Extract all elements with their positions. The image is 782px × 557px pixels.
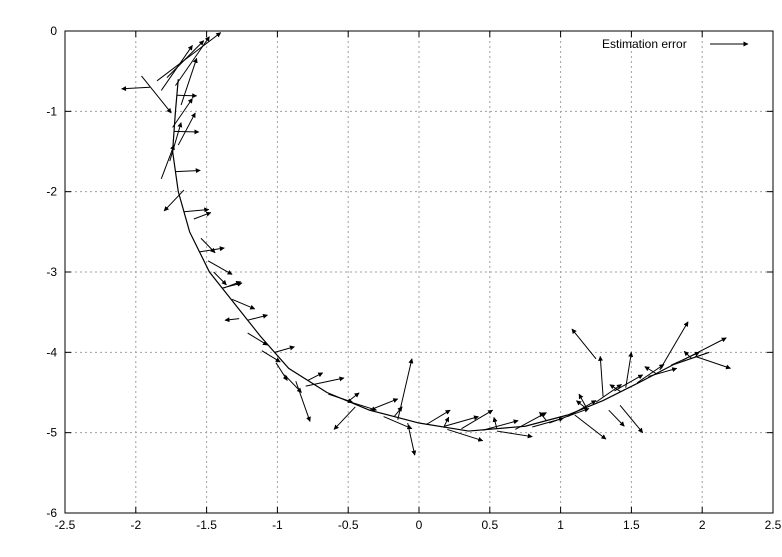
error-arrow (636, 363, 665, 384)
error-arrow (121, 86, 150, 92)
error-arrow (461, 409, 494, 430)
error-arrow (193, 211, 212, 220)
error-arrow (608, 409, 625, 427)
y-tick-label: 0 (50, 24, 57, 38)
error-arrow (619, 405, 644, 434)
error-arrow (659, 321, 689, 371)
error-arrow (175, 168, 201, 174)
error-arrow (160, 144, 175, 179)
y-tick-label: -4 (46, 345, 57, 359)
y-tick-label: -3 (46, 265, 57, 279)
x-tick-label: 1 (557, 518, 564, 532)
error-arrow (425, 409, 451, 426)
error-arrow (644, 366, 657, 375)
error-arrow (595, 384, 622, 403)
error-arrow (694, 355, 731, 370)
error-arrow (447, 428, 484, 442)
x-tick-label: 2 (699, 518, 706, 532)
error-arrow (180, 57, 198, 106)
error-arrow (224, 317, 240, 323)
error-arrow (574, 414, 607, 440)
error-arrow (169, 122, 183, 162)
error-arrow (571, 328, 597, 360)
x-tick-label: 0 (416, 518, 423, 532)
error-arrow (175, 36, 210, 86)
tick-layer: -2.5 -2 -1.5 -1 -0.5 0 0.5 1 1.5 2 2.5 0 -1 -2 -3 -4 -5 -… (46, 24, 781, 532)
error-arrow (213, 271, 227, 286)
error-arrow (614, 374, 644, 392)
error-arrow (222, 281, 243, 289)
error-arrow (648, 367, 678, 377)
error-arrow (444, 415, 479, 427)
legend: Estimation error (602, 37, 749, 51)
error-arrow (578, 393, 587, 408)
x-tick-label: -2.5 (55, 518, 76, 532)
error-arrow (247, 332, 268, 346)
x-tick-label: -1.5 (196, 518, 217, 532)
error-arrow (177, 112, 196, 146)
error-arrow (231, 298, 256, 310)
error-arrow (383, 416, 413, 430)
error-arrow (156, 32, 222, 82)
x-tick-label: -2 (130, 518, 141, 532)
trajectory-line (172, 79, 710, 432)
error-arrow (166, 40, 205, 78)
error-arrow (261, 350, 281, 363)
x-tick-label: 0.5 (481, 518, 498, 532)
error-arrow (393, 406, 403, 417)
y-tick-label: -5 (46, 426, 57, 440)
y-tick-label: -1 (46, 104, 57, 118)
error-arrow (443, 416, 450, 428)
error-arrow (333, 406, 356, 430)
error-arrow (207, 260, 233, 275)
error-arrow (163, 189, 185, 212)
error-arrow (492, 416, 498, 429)
plot-frame (64, 30, 774, 514)
error-arrow (172, 98, 193, 128)
error-arrow (307, 372, 324, 381)
error-arrow (295, 381, 311, 422)
error-arrow (539, 411, 547, 421)
error-arrow (496, 430, 533, 439)
error-arrow (482, 419, 519, 431)
error-arrow (174, 129, 200, 135)
y-tick-label: -6 (46, 506, 57, 520)
grid-layer (64, 30, 774, 514)
trajectory-layer (172, 79, 710, 432)
error-arrow (598, 355, 604, 397)
x-tick-label: 2.5 (765, 518, 782, 532)
x-tick-label: -0.5 (338, 518, 359, 532)
error-arrow (683, 350, 692, 359)
arrow-layer (121, 32, 731, 456)
x-tick-label: -1 (272, 518, 283, 532)
error-arrow (682, 337, 727, 361)
error-arrow (347, 392, 360, 402)
error-arrow (576, 400, 586, 409)
error-arrow (397, 358, 414, 420)
error-arrow (274, 345, 295, 353)
error-arrow (247, 313, 268, 321)
error-arrow (141, 75, 172, 114)
error-arrow (407, 422, 417, 456)
error-arrow (183, 207, 210, 213)
error-arrow (160, 45, 193, 91)
error-arrow (305, 376, 345, 387)
error-arrow (625, 351, 634, 388)
legend-label: Estimation error (602, 37, 687, 51)
error-arrow (567, 400, 597, 418)
x-tick-label: 1.5 (623, 518, 640, 532)
error-arrow (199, 246, 225, 253)
error-arrow (609, 384, 622, 393)
y-tick-label: -2 (46, 185, 57, 199)
error-arrow (369, 398, 399, 411)
error-arrow (275, 362, 288, 381)
error-arrow (176, 93, 198, 99)
